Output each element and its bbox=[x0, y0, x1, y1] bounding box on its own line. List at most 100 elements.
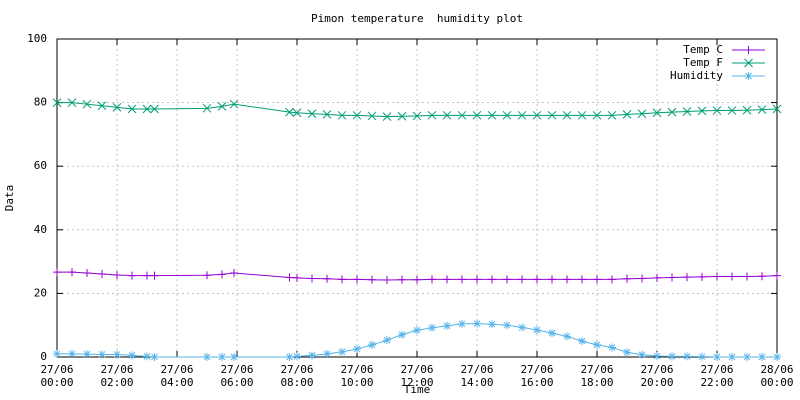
point-marker bbox=[127, 104, 137, 114]
point-marker bbox=[487, 110, 497, 120]
y-tick-label: 100 bbox=[27, 32, 47, 45]
point-marker bbox=[218, 353, 226, 361]
point-marker bbox=[323, 349, 331, 358]
point-marker bbox=[150, 353, 159, 361]
point-marker bbox=[518, 275, 526, 284]
x-tick-label: 27/06 08:00 bbox=[280, 363, 314, 389]
point-marker bbox=[547, 110, 557, 120]
point-marker bbox=[623, 348, 631, 357]
point-marker bbox=[383, 276, 391, 285]
x-tick-label: 27/06 20:00 bbox=[640, 363, 674, 389]
point-marker bbox=[308, 274, 316, 283]
point-marker bbox=[292, 108, 302, 118]
point-marker bbox=[548, 329, 556, 338]
point-marker bbox=[473, 275, 481, 284]
y-tick-label: 60 bbox=[34, 159, 47, 172]
x-tick-label: 27/06 14:00 bbox=[460, 363, 494, 389]
point-marker bbox=[398, 275, 406, 284]
point-marker bbox=[683, 273, 691, 282]
point-marker bbox=[307, 109, 317, 119]
point-marker bbox=[112, 103, 122, 112]
point-marker bbox=[697, 106, 707, 116]
point-marker bbox=[563, 275, 571, 284]
x-tick-label: 27/06 22:00 bbox=[700, 363, 734, 389]
point-marker bbox=[98, 270, 106, 279]
point-marker bbox=[758, 353, 766, 361]
point-marker bbox=[143, 271, 151, 280]
x-tick-label: 27/06 12:00 bbox=[400, 363, 434, 389]
point-marker bbox=[128, 271, 136, 280]
point-marker bbox=[502, 110, 512, 120]
point-marker bbox=[578, 275, 586, 284]
point-marker bbox=[653, 352, 661, 361]
point-marker bbox=[202, 103, 212, 113]
point-marker bbox=[293, 273, 301, 282]
point-marker bbox=[772, 104, 782, 114]
chart-title: Pimon temperature humidity plot bbox=[311, 12, 523, 25]
point-marker bbox=[518, 323, 526, 332]
legend-marker bbox=[744, 72, 753, 80]
point-marker bbox=[442, 110, 452, 120]
y-tick-label: 20 bbox=[34, 286, 47, 299]
point-marker bbox=[712, 106, 722, 115]
point-marker bbox=[577, 110, 587, 120]
point-marker bbox=[293, 352, 301, 361]
point-marker bbox=[368, 340, 376, 349]
point-marker bbox=[548, 275, 556, 284]
legend-marker bbox=[744, 46, 753, 54]
legend-label: Temp C bbox=[683, 43, 723, 56]
point-marker bbox=[150, 104, 159, 114]
point-marker bbox=[682, 107, 692, 116]
point-marker bbox=[128, 351, 136, 360]
x-axis-label: Time bbox=[404, 383, 431, 396]
x-tick-label: 27/06 00:00 bbox=[40, 363, 74, 389]
point-marker bbox=[53, 268, 61, 277]
x-tick-label: 27/06 04:00 bbox=[160, 363, 194, 389]
point-marker bbox=[607, 110, 617, 120]
point-marker bbox=[713, 353, 721, 361]
point-marker bbox=[229, 99, 239, 109]
point-marker bbox=[338, 347, 346, 356]
point-marker bbox=[698, 272, 706, 281]
point-marker bbox=[698, 352, 706, 361]
point-marker bbox=[683, 352, 691, 361]
plot-border bbox=[56, 38, 778, 358]
point-marker bbox=[143, 352, 151, 361]
point-marker bbox=[562, 110, 572, 120]
legend-label: Temp F bbox=[683, 56, 723, 69]
point-marker bbox=[53, 349, 61, 358]
point-marker bbox=[488, 320, 496, 329]
point-marker bbox=[398, 330, 406, 339]
point-marker bbox=[622, 110, 632, 119]
point-marker bbox=[150, 271, 159, 280]
x-tick-label: 27/06 10:00 bbox=[340, 363, 374, 389]
point-marker bbox=[412, 111, 422, 121]
point-marker bbox=[758, 272, 766, 281]
point-marker bbox=[368, 275, 376, 284]
point-marker bbox=[353, 275, 361, 284]
point-marker bbox=[593, 340, 601, 349]
point-marker bbox=[623, 274, 631, 283]
y-tick-label: 80 bbox=[34, 96, 47, 109]
point-marker bbox=[533, 275, 541, 284]
point-marker bbox=[82, 99, 92, 109]
point-marker bbox=[757, 105, 767, 114]
point-marker bbox=[638, 274, 646, 283]
point-marker bbox=[322, 110, 332, 119]
point-marker bbox=[667, 107, 677, 117]
point-marker bbox=[285, 353, 294, 361]
y-tick-label: 0 bbox=[40, 350, 47, 363]
point-marker bbox=[727, 106, 737, 115]
point-marker bbox=[68, 349, 76, 358]
point-marker bbox=[728, 353, 736, 361]
point-marker bbox=[652, 108, 662, 118]
point-marker bbox=[472, 110, 482, 120]
point-marker bbox=[532, 110, 542, 120]
point-marker bbox=[713, 272, 721, 281]
point-marker bbox=[203, 353, 211, 361]
point-marker bbox=[578, 337, 586, 346]
point-marker bbox=[773, 353, 781, 361]
x-tick-label: 27/06 06:00 bbox=[220, 363, 254, 389]
point-marker bbox=[367, 111, 377, 121]
